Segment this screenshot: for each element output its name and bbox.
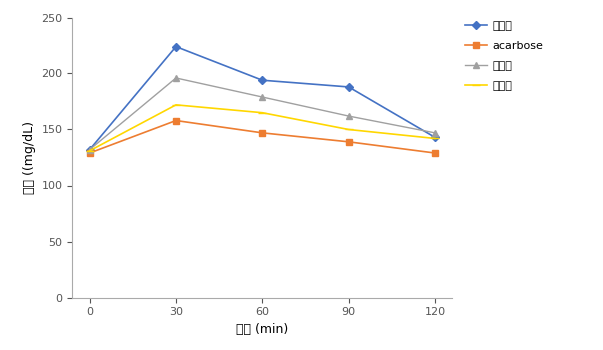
대조군 (172, 44, 180, 49)
저용량 (259, 95, 266, 99)
대조군 (431, 135, 438, 139)
Line: 저용량: 저용량 (87, 75, 438, 153)
대조군 (86, 148, 93, 152)
저용량 (345, 114, 352, 118)
acarbose (431, 151, 438, 155)
Line: 고용량: 고용량 (86, 101, 439, 155)
저용량 (172, 76, 180, 80)
acarbose (259, 131, 266, 135)
Line: 대조군: 대조군 (87, 44, 438, 153)
저용량 (431, 131, 438, 135)
Y-axis label: 혈당 ((mg/dL): 혈당 ((mg/dL) (23, 121, 36, 194)
X-axis label: 시간 (min): 시간 (min) (236, 323, 288, 336)
대조군 (345, 85, 352, 89)
acarbose (86, 151, 93, 155)
저용량 (86, 148, 93, 152)
고용량 (259, 111, 266, 115)
Legend: 대조군, acarbose, 저용량, 고용량: 대조군, acarbose, 저용량, 고용량 (462, 18, 547, 94)
고용량 (345, 127, 352, 132)
고용량 (431, 136, 438, 141)
대조군 (259, 78, 266, 82)
고용량 (172, 103, 180, 107)
acarbose (172, 118, 180, 122)
acarbose (345, 140, 352, 144)
Line: acarbose: acarbose (87, 118, 438, 156)
고용량 (86, 149, 93, 153)
